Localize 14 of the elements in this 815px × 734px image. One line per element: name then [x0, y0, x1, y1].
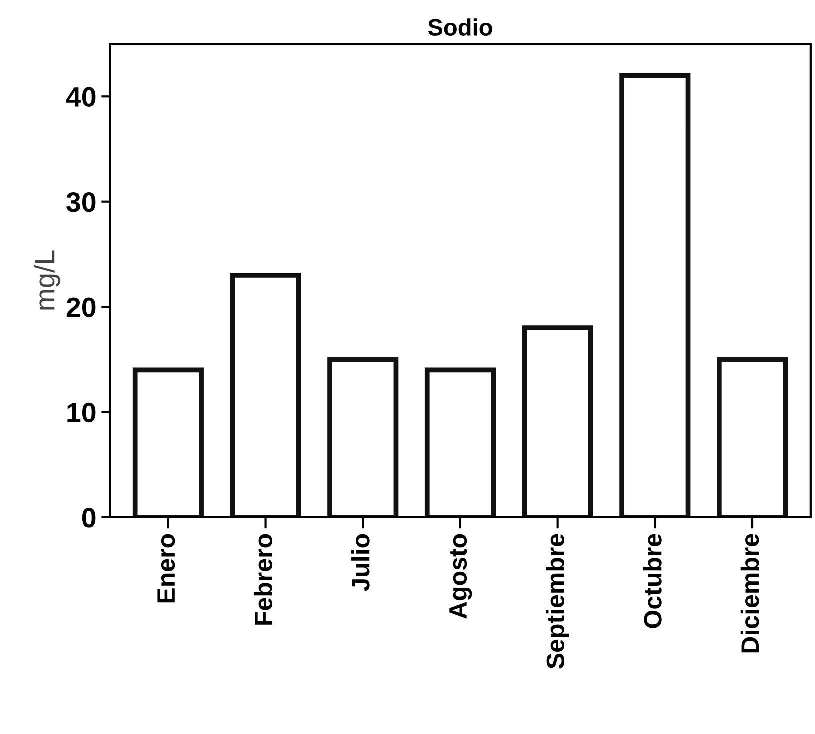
y-tick-label: 30: [66, 192, 96, 212]
y-tick-label: 0: [82, 508, 96, 528]
x-tick-label: Agosto: [450, 534, 472, 619]
y-tick-label: 10: [68, 402, 96, 423]
x-tick-label: Septiembre: [546, 534, 570, 669]
y-tick-label: 20: [66, 298, 96, 318]
x-tick-label: Octubre: [644, 534, 662, 628]
x-tick-label: Diciembre: [740, 534, 760, 653]
y-tick-label: 40: [66, 87, 96, 107]
y-axis-title: mg/L: [34, 250, 60, 310]
x-tick-label: Enero: [158, 534, 176, 603]
x-tick-label: Julio: [351, 534, 370, 592]
chart-title: Sodio: [428, 18, 492, 36]
x-tick-label: Febrero: [254, 534, 272, 625]
